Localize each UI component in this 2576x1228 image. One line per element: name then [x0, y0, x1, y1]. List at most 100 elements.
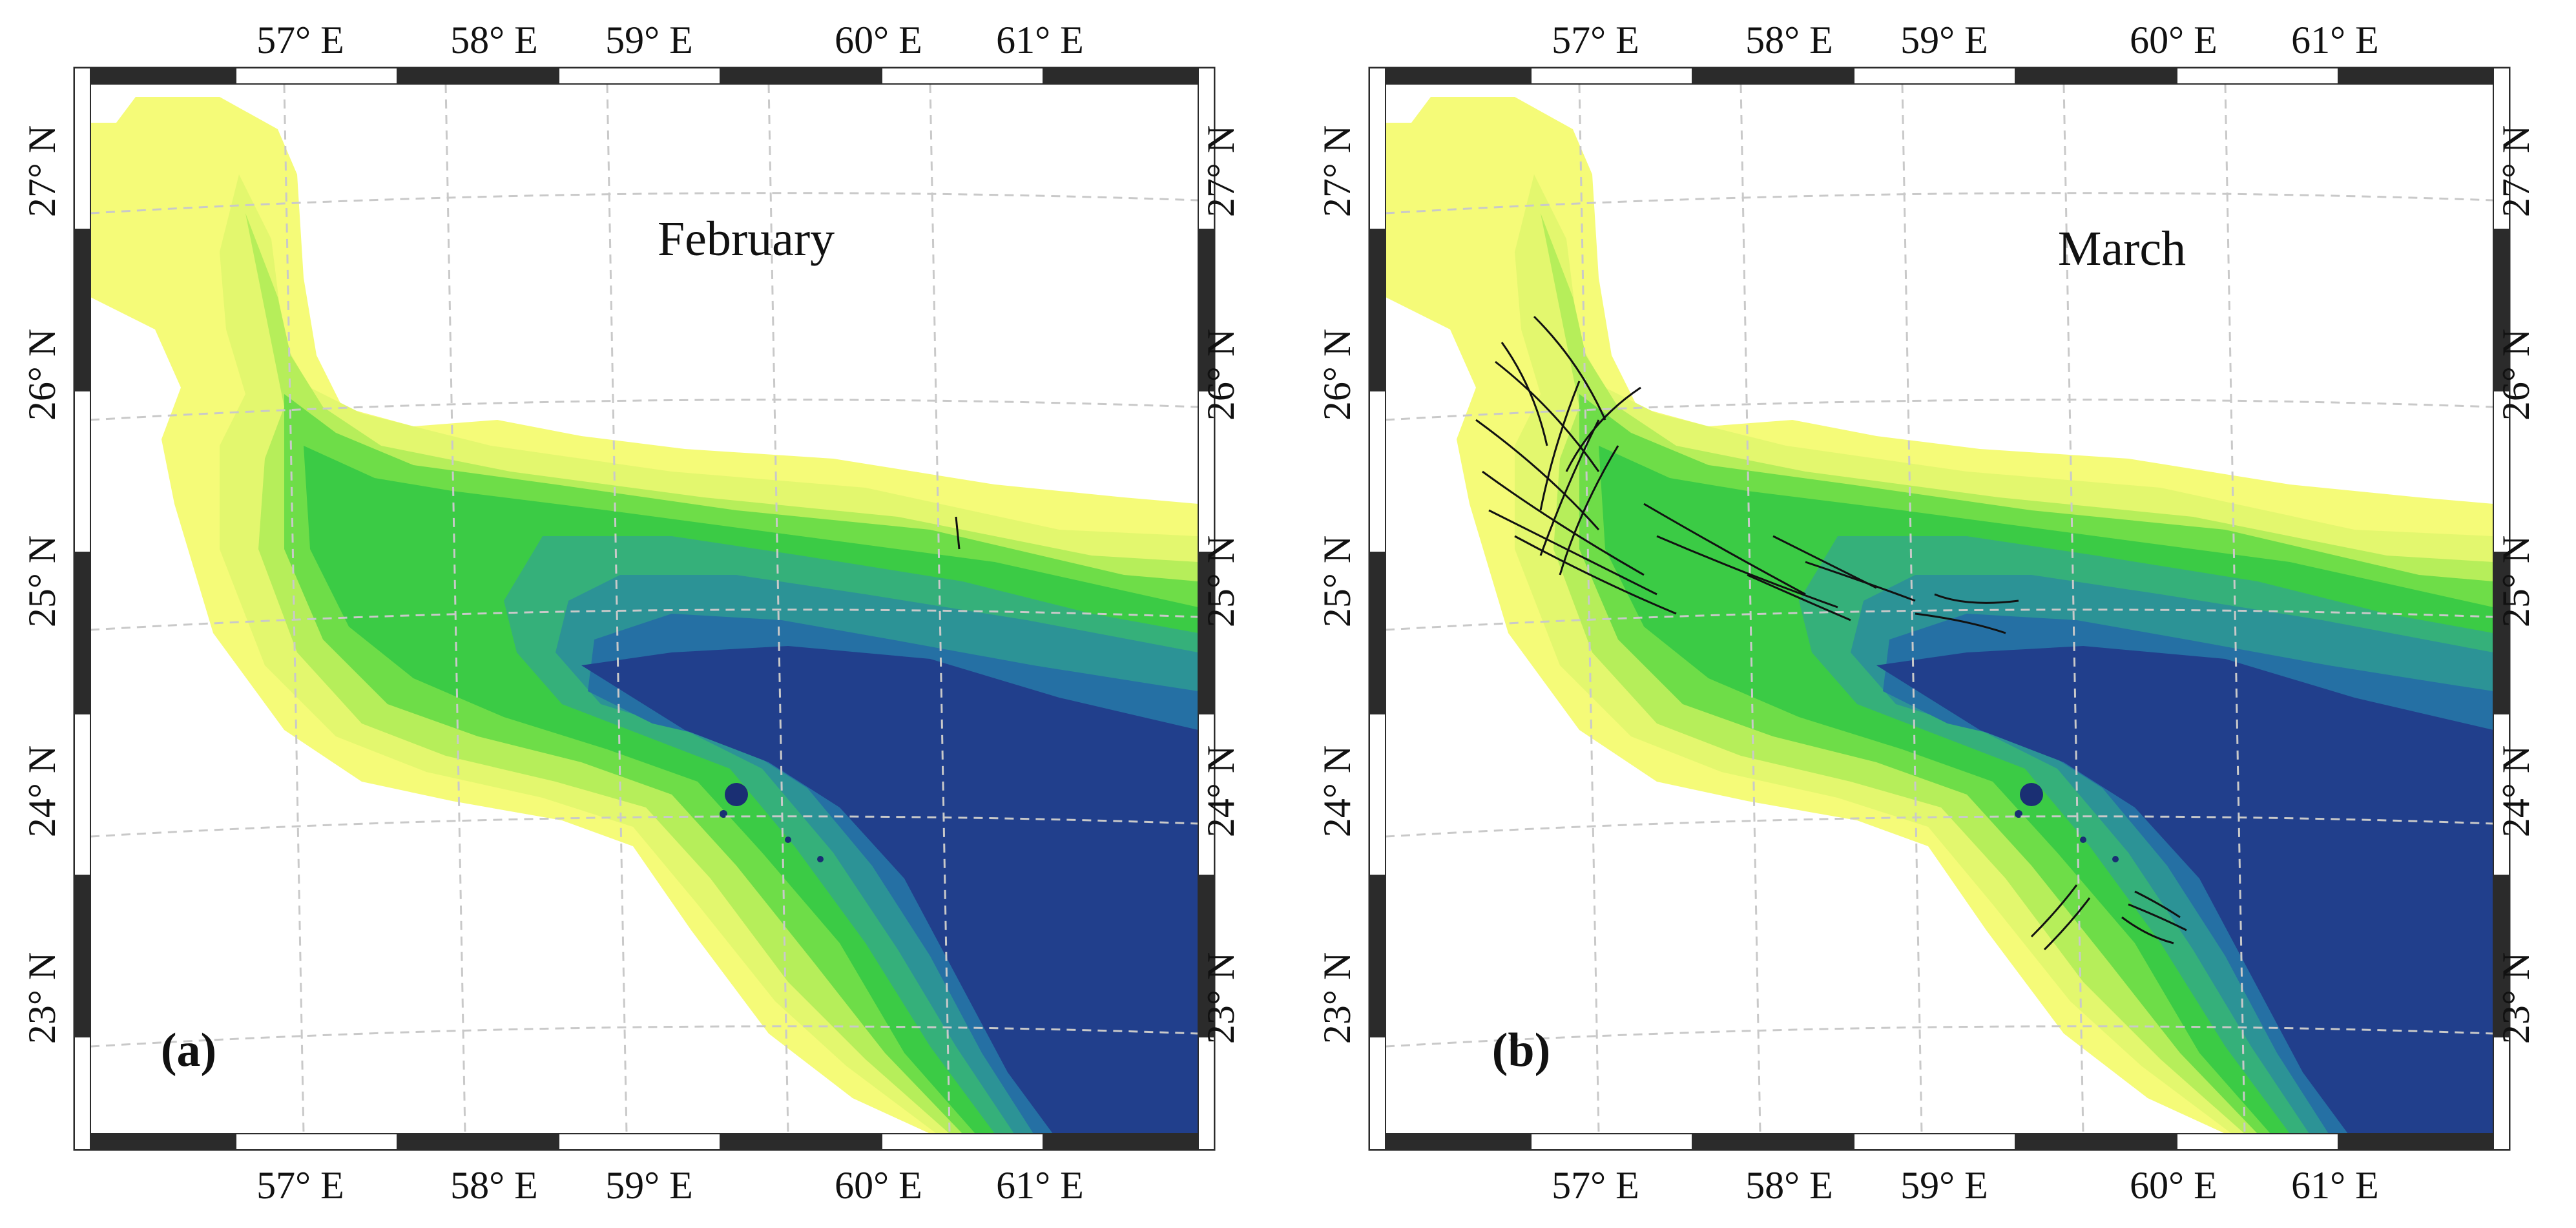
front-line — [1514, 535, 1677, 615]
seamount-dot — [725, 783, 748, 806]
longitude-label: 61° E — [996, 19, 1084, 61]
panel-label: (a) — [161, 1024, 216, 1077]
latitude-label: 25° N — [1316, 536, 1358, 627]
frame-segment — [397, 1133, 559, 1150]
frame-segment — [1853, 67, 2016, 85]
frame-segment — [1369, 875, 1386, 1037]
longitude-gridline — [1901, 84, 1923, 1134]
latitude-label: 23° N — [2495, 952, 2537, 1044]
frame-segment — [74, 713, 91, 876]
frame-segment — [1530, 1133, 1693, 1150]
latitude-label: 25° N — [21, 536, 63, 627]
longitude-label: 57° E — [256, 19, 344, 61]
frame-segment — [2176, 1133, 2339, 1150]
latitude-label: 26° N — [1316, 329, 1358, 421]
frame-segment — [720, 67, 882, 85]
frame-segment — [1369, 67, 1532, 85]
longitude-gridline — [1578, 84, 1600, 1134]
longitude-gridline — [929, 84, 951, 1134]
frame-segment — [1369, 229, 1386, 391]
front-line — [1747, 574, 1851, 621]
longitude-label: 58° E — [1745, 19, 1833, 61]
frame-segment — [1369, 67, 1386, 230]
latitude-label: 25° N — [1200, 536, 1242, 627]
frame-segment — [558, 67, 721, 85]
longitude-label: 60° E — [835, 1164, 922, 1207]
frame-segment — [1198, 713, 1215, 876]
frame-segment — [74, 229, 91, 391]
front-line — [1482, 470, 1645, 576]
latitude-label: 26° N — [2495, 329, 2537, 421]
frame-segment — [1369, 1133, 1532, 1150]
frame-segment — [74, 552, 91, 714]
longitude-label: 58° E — [450, 1164, 538, 1207]
longitude-label: 60° E — [835, 19, 922, 61]
frame-segment — [720, 1133, 882, 1150]
latitude-label: 26° N — [1200, 329, 1242, 421]
front-line — [1934, 593, 2019, 604]
frame-segment — [881, 1133, 1044, 1150]
longitude-label: 59° E — [605, 1164, 693, 1207]
seamount-dot — [2112, 856, 2119, 862]
latitude-label: 24° N — [1200, 745, 1242, 837]
longitude-gridline — [1740, 84, 1761, 1134]
latitude-label: 27° N — [1200, 125, 1242, 217]
latitude-label: 25° N — [2495, 536, 2537, 627]
frame-segment — [1369, 390, 1386, 553]
front-line — [1539, 380, 1581, 511]
front-line — [1915, 612, 2006, 634]
latitude-label: 23° N — [1200, 952, 1242, 1044]
longitude-label: 61° E — [996, 1164, 1084, 1207]
frame-segment — [1692, 67, 1854, 85]
frame-segment — [1369, 1036, 1386, 1150]
longitude-label: 57° E — [256, 1164, 344, 1207]
panel-b: 57° E 57° E 58° E 58° E 59° E 59° E 60° E 60° E… — [1316, 19, 2537, 1207]
month-label: March — [2058, 222, 2186, 276]
latitude-label: 24° N — [2495, 745, 2537, 837]
frame-segment — [1369, 552, 1386, 714]
front-line — [1488, 509, 1657, 596]
front-line — [1656, 535, 1838, 609]
frame-segment — [397, 67, 559, 85]
frame-segment — [1198, 67, 1215, 230]
latitude-label: 24° N — [1316, 745, 1358, 837]
frame-segment — [1043, 1133, 1205, 1150]
axis-ticks: 57° E 57° E 58° E 58° E 59° E 59° E 60° E 60° E… — [1316, 19, 2537, 1207]
longitude-gridline — [444, 84, 466, 1134]
month-label: February — [658, 212, 835, 266]
longitude-label: 57° E — [1552, 1164, 1639, 1207]
longitude-gridline — [606, 84, 628, 1134]
latitude-label: 23° N — [1316, 952, 1358, 1044]
front-line — [955, 516, 961, 550]
panel-a: 57° E 57° E 58° E 58° E 59° E 59° E 60° E 60° E… — [21, 19, 1242, 1207]
front-line — [2043, 897, 2091, 951]
latitude-label: 27° N — [1316, 125, 1358, 217]
frame-segment — [558, 1133, 721, 1150]
seamount-dot — [2015, 810, 2022, 818]
front-line — [1565, 386, 1641, 472]
frame-segment — [1043, 67, 1205, 85]
seamount-dot — [817, 856, 824, 862]
bathymetry-layer — [1386, 84, 2493, 1134]
front-line — [2121, 916, 2174, 944]
frame-segment — [1853, 1133, 2016, 1150]
latitude-label: 24° N — [21, 745, 63, 837]
longitude-label: 58° E — [1745, 1164, 1833, 1207]
frame-segment — [1692, 1133, 1854, 1150]
front-line — [2128, 903, 2187, 931]
axis-ticks: 57° E 57° E 58° E 58° E 59° E 59° E 60° E 60° E… — [21, 19, 1242, 1207]
longitude-label: 59° E — [1900, 19, 1988, 61]
longitude-label: 59° E — [605, 19, 693, 61]
front-line — [1475, 419, 1600, 530]
front-lines — [1475, 315, 2187, 951]
longitude-label: 60° E — [2130, 1164, 2218, 1207]
front-line — [1539, 419, 1600, 556]
front-line — [1533, 315, 1606, 421]
longitude-label: 61° E — [2291, 1164, 2379, 1207]
front-line — [1559, 445, 1619, 576]
frame-segment — [2493, 1036, 2510, 1150]
front-line — [2030, 884, 2078, 938]
latitude-label: 23° N — [21, 952, 63, 1044]
longitude-gridline — [2062, 84, 2084, 1134]
